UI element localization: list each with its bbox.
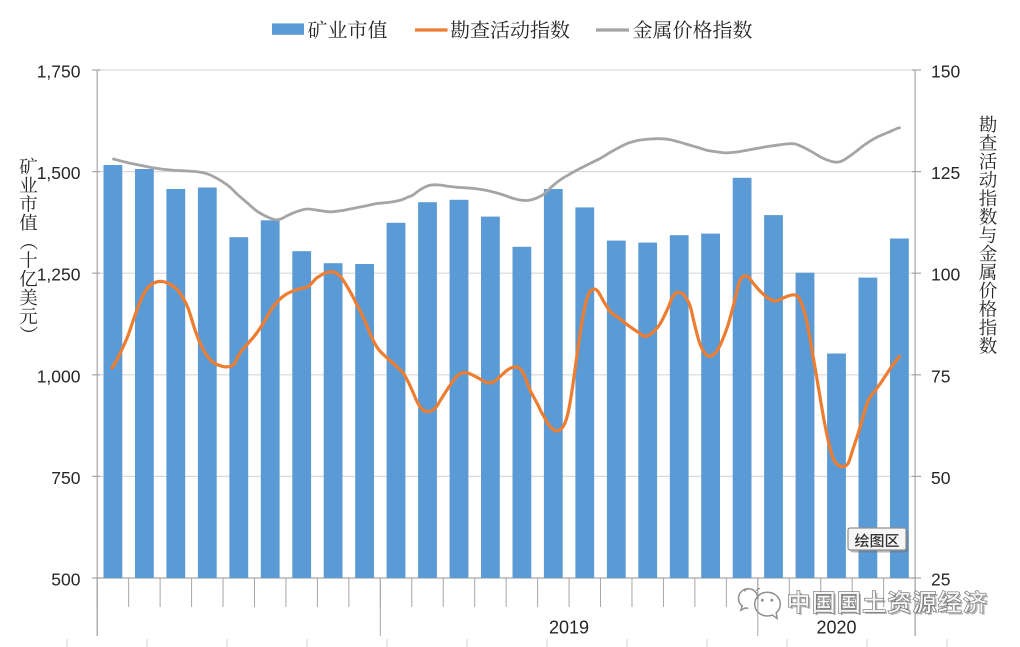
svg-text:150: 150 xyxy=(931,62,960,82)
svg-text:75: 75 xyxy=(931,366,950,386)
svg-text:2019: 2019 xyxy=(549,618,589,638)
svg-text:500: 500 xyxy=(51,570,80,590)
svg-text:1,250: 1,250 xyxy=(37,265,81,285)
svg-text:1,750: 1,750 xyxy=(37,62,81,82)
svg-text:1,500: 1,500 xyxy=(37,163,81,183)
svg-text:1,000: 1,000 xyxy=(37,366,81,386)
svg-text:125: 125 xyxy=(931,163,960,183)
svg-text:750: 750 xyxy=(51,468,80,488)
svg-text:50: 50 xyxy=(931,468,951,488)
svg-text:100: 100 xyxy=(931,265,960,285)
svg-text:2020: 2020 xyxy=(816,618,856,638)
svg-text:25: 25 xyxy=(931,570,950,590)
